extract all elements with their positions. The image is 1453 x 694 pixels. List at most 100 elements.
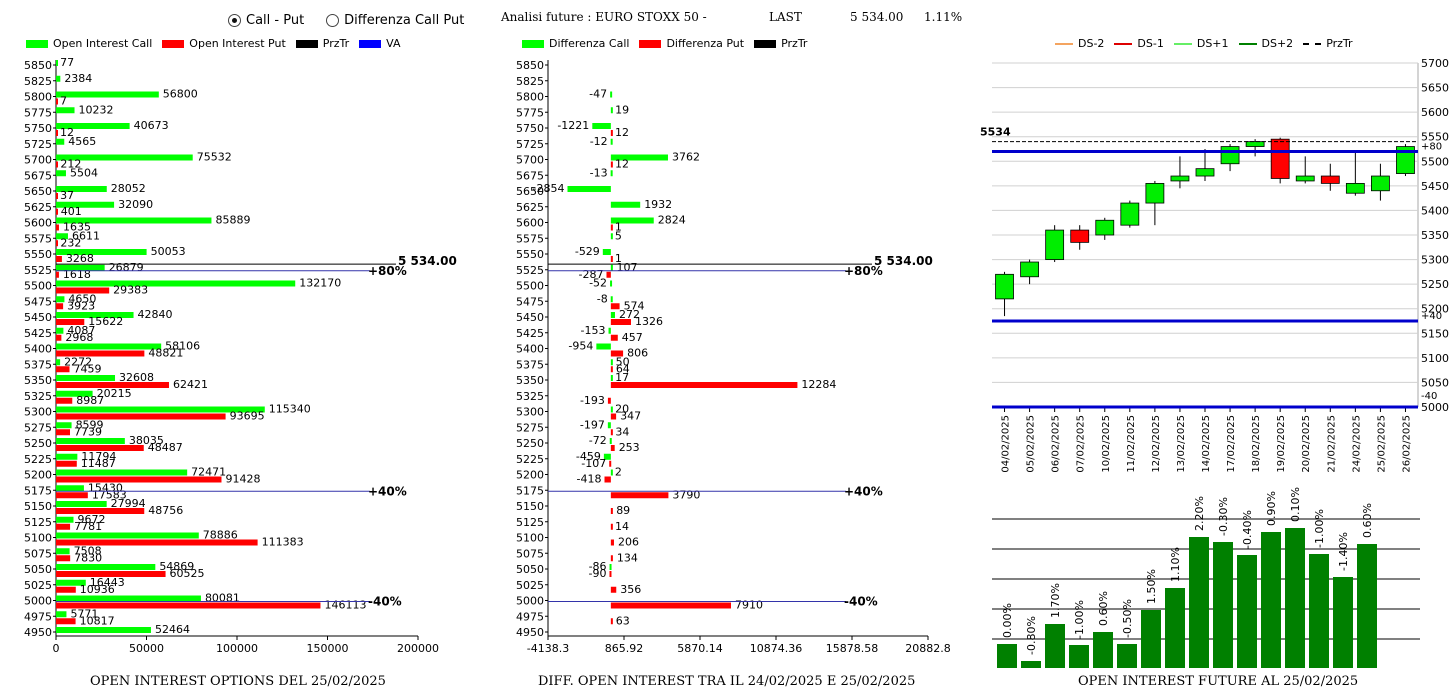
candle-body <box>1195 168 1215 177</box>
bar-put <box>56 161 58 168</box>
oi-bar-label: -0.80% <box>1025 616 1038 655</box>
data-label: 14 <box>615 520 629 533</box>
data-label: 1635 <box>63 221 91 234</box>
legend-swatch <box>754 39 777 48</box>
data-label: 134 <box>617 551 638 564</box>
radio-call-put[interactable]: Call - Put <box>228 13 304 28</box>
y-tick-label: 5450 <box>1421 180 1449 193</box>
date-label: 13/02/2025 <box>1176 415 1187 473</box>
strike-label: 5625 <box>24 201 52 214</box>
bar-call <box>610 170 613 177</box>
bar-put <box>56 586 76 593</box>
date-label: 11/02/2025 <box>1126 415 1137 473</box>
oi-bar-label: 0.90% <box>1265 491 1278 526</box>
bar-call <box>610 359 613 366</box>
strike-label: 5075 <box>24 547 52 560</box>
bar-call <box>56 296 65 303</box>
data-label: 7739 <box>74 425 102 438</box>
oi-bar-label: 0.60% <box>1361 503 1374 538</box>
bar-call <box>609 438 612 444</box>
bar-put <box>56 366 70 373</box>
bar-put <box>56 523 71 530</box>
strike-label: 5050 <box>24 563 52 576</box>
strike-label: 5025 <box>24 579 52 592</box>
x-tick-label: 150000 <box>307 642 349 655</box>
bar-call <box>56 453 78 460</box>
bar-call <box>56 170 66 177</box>
data-label: 11794 <box>81 450 116 463</box>
data-label: 52464 <box>155 623 190 636</box>
data-label: -8 <box>597 292 608 305</box>
legend-line <box>1055 42 1073 45</box>
legend-swatch <box>359 39 382 48</box>
bar-put <box>610 303 620 310</box>
bar-put <box>56 130 58 136</box>
bar-put <box>610 539 614 546</box>
strike-label: 5500 <box>24 280 52 293</box>
strike-label: 5250 <box>24 437 52 450</box>
data-label: 12 <box>615 126 629 139</box>
data-label: 3923 <box>67 299 95 312</box>
candle-body <box>1095 219 1115 236</box>
data-label: 6611 <box>72 229 100 242</box>
bar-call <box>56 611 67 618</box>
strike-label: 4950 <box>24 626 52 639</box>
bar-put <box>610 224 613 231</box>
bar-call <box>56 264 105 271</box>
strike-label: 5500 <box>516 280 544 293</box>
date-label: 12/02/2025 <box>1151 415 1162 473</box>
oi-bar <box>1069 645 1089 668</box>
last-value: 5 534.00 <box>850 10 904 24</box>
strike-label: 5475 <box>516 295 544 308</box>
strike-label: 5450 <box>24 311 52 324</box>
data-label: 574 <box>624 299 645 312</box>
radio-differenza[interactable]: Differenza Call Put <box>326 13 464 28</box>
last-change: 1.11% <box>924 10 963 24</box>
data-label: 40673 <box>134 119 169 132</box>
oi-bar <box>1021 661 1041 668</box>
oi-bar <box>1261 532 1281 668</box>
data-label: 3762 <box>672 151 700 164</box>
data-label: 2384 <box>64 72 92 85</box>
last-label: LAST <box>769 10 802 24</box>
bar-call <box>56 107 75 114</box>
data-label: 29383 <box>113 284 148 297</box>
strike-label: 5350 <box>24 374 52 387</box>
x-tick-label: 10874.36 <box>750 642 803 655</box>
y-tick-label: 5100 <box>1421 352 1449 365</box>
bar-call <box>567 186 611 192</box>
data-label: 58106 <box>165 340 200 353</box>
x-tick-label: 20882.8 <box>905 642 951 655</box>
data-label: 7459 <box>74 362 102 375</box>
data-label: -52 <box>589 277 607 290</box>
bar-call <box>56 217 212 224</box>
strike-label: 5575 <box>516 232 544 245</box>
candle-body <box>1396 146 1415 174</box>
strike-label: 5425 <box>516 327 544 340</box>
bar-put <box>610 382 798 388</box>
oi-bar-label: 1.70% <box>1049 583 1062 618</box>
oi-bar-label: -0.50% <box>1121 599 1134 638</box>
data-label: 2968 <box>65 331 93 344</box>
y-tick-label: 5350 <box>1421 229 1449 242</box>
data-label: 20215 <box>97 387 132 400</box>
strike-label: 5325 <box>516 390 544 403</box>
bar-put <box>56 287 110 294</box>
legend-line <box>1238 42 1257 45</box>
bar-put <box>56 303 64 310</box>
y-tick-label: 5250 <box>1421 278 1449 291</box>
oi-bar-label: 1.10% <box>1169 547 1182 582</box>
data-label: 11487 <box>81 457 116 470</box>
strike-label: 5150 <box>516 500 544 513</box>
bar-call <box>610 201 641 208</box>
date-label: 07/02/2025 <box>1076 415 1087 473</box>
strike-label: 5600 <box>516 217 544 230</box>
data-label: 50 <box>616 355 630 368</box>
data-label: 401 <box>61 205 82 218</box>
strike-label: 5475 <box>24 295 52 308</box>
data-label: 115340 <box>269 403 311 416</box>
footer-oi: OPEN INTEREST OPTIONS DEL 25/02/2025 <box>90 674 386 689</box>
data-label: -2854 <box>533 182 565 195</box>
va-label: +80% <box>368 264 407 278</box>
strike-label: 5225 <box>516 453 544 466</box>
